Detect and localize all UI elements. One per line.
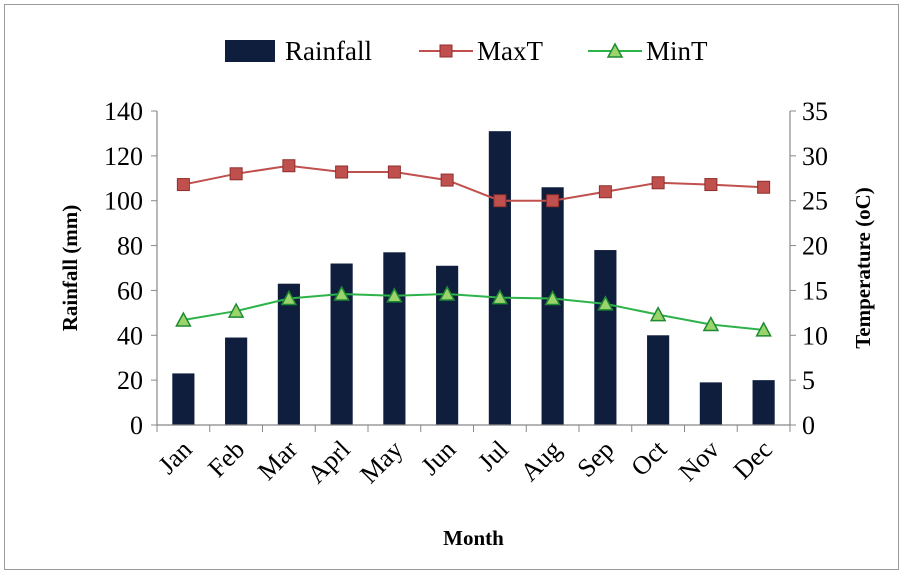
legend-label-mint: MinT [646, 36, 708, 66]
maxt-marker [440, 173, 454, 187]
mint-marker [386, 287, 403, 303]
y-tick-label: 60 [117, 276, 143, 305]
rainfall-bars [172, 131, 775, 425]
maxt-marker [704, 178, 718, 192]
y-axis-title: Rainfall (mm) [58, 205, 82, 332]
mint-marker [597, 295, 614, 311]
mint-marker [175, 311, 192, 327]
rainfall-bar [752, 380, 775, 425]
mint-marker [333, 285, 350, 301]
temperature-lines [175, 159, 772, 337]
x-tick-label: Jul [472, 435, 514, 477]
maxt-marker [493, 194, 507, 208]
mint-marker [544, 289, 561, 306]
y-tick-label: 120 [104, 142, 143, 171]
rainfall-bar [699, 382, 722, 425]
rainfall-bar [330, 263, 353, 425]
mint-line [183, 293, 764, 331]
y2-tick-label: 35 [802, 97, 828, 126]
y2-tick-label: 15 [802, 276, 828, 305]
chart-frame: Rainfall MaxT MinT 0 20 40 60 80 100 120 140 0 5 10 1… [4, 4, 899, 570]
x-tick-label: Feb [202, 435, 250, 483]
maxt-marker [387, 165, 401, 179]
y-tick-label: 20 [117, 366, 143, 395]
y2-tick-label: 0 [802, 411, 815, 440]
y-tick-label: 100 [104, 187, 143, 216]
maxt-marker [598, 185, 612, 199]
rainfall-bar [383, 252, 406, 425]
y2-tick-label: 10 [802, 321, 828, 350]
combo-chart: Rainfall MaxT MinT 0 20 40 60 80 100 120 140 0 5 10 1… [58, 36, 875, 550]
maxt-marker [651, 176, 665, 190]
maxt-marker [757, 180, 771, 194]
y-tick-label: 0 [130, 411, 143, 440]
legend-label-maxt: MaxT [477, 36, 543, 66]
x-tick-label: Nov [673, 435, 725, 487]
x-tick-label: Sep [572, 435, 620, 483]
mint-marker [438, 285, 456, 301]
x-tick-label: Mar [252, 435, 303, 486]
x-tick-label: Jan [153, 435, 198, 480]
mint-marker [227, 302, 245, 318]
legend-swatch-rainfall [225, 40, 275, 62]
x-tick-label: Aprl [302, 435, 356, 489]
x-tick-label: Dec [728, 435, 778, 485]
rainfall-bar [436, 265, 459, 425]
y2-tick-label: 30 [802, 142, 828, 171]
y2-axis-title: Temperature (oC) [851, 187, 875, 349]
x-tick-label: Jun [415, 435, 461, 481]
mint-marker [280, 289, 298, 306]
maxt-marker [335, 165, 349, 179]
legend-swatch-mint-marker [606, 42, 624, 58]
rainfall-bar [594, 250, 617, 425]
x-axis-title: Month [443, 526, 504, 550]
x-tick-label: Aug [515, 435, 567, 487]
y-tick-label: 40 [117, 321, 143, 350]
maxt-marker [176, 178, 190, 192]
legend-label-rainfall: Rainfall [285, 36, 372, 66]
y2-tick-label: 20 [802, 232, 828, 261]
maxt-marker [229, 167, 243, 181]
rainfall-bar [488, 131, 511, 425]
mint-marker [491, 289, 509, 305]
y-tick-label: 140 [104, 97, 143, 126]
maxt-marker [282, 159, 296, 173]
rainfall-bar [225, 337, 248, 425]
mint-marker [755, 321, 772, 337]
legend: Rainfall MaxT MinT [225, 36, 708, 66]
maxt-marker [546, 194, 560, 208]
rainfall-bar [172, 373, 195, 425]
y-tick-label: 80 [117, 232, 143, 261]
x-tick-label: Oct [625, 434, 673, 482]
maxt-line [183, 164, 764, 202]
y2-tick-label: 25 [802, 187, 828, 216]
mint-marker [649, 306, 667, 322]
x-tick-label: May [354, 435, 408, 489]
rainfall-bar [647, 335, 670, 425]
rainfall-bar [541, 187, 564, 425]
y2-tick-label: 5 [802, 366, 815, 395]
mint-marker [702, 315, 720, 332]
legend-swatch-maxt-marker [439, 44, 453, 58]
rainfall-bar [277, 283, 300, 425]
